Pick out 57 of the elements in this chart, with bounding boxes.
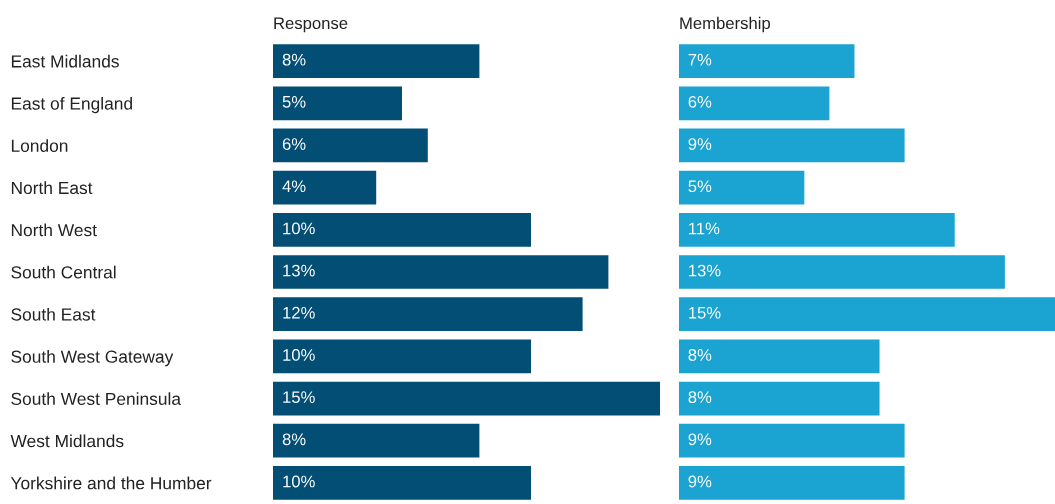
y-tick-label: South East bbox=[11, 307, 96, 321]
data-label: 9% bbox=[688, 475, 712, 488]
chart-title: Response bbox=[274, 17, 348, 33]
data-label: 8% bbox=[282, 53, 306, 66]
y-tick-label: Yorkshire and the Humber bbox=[10, 476, 212, 490]
bar bbox=[273, 128, 428, 163]
chart-title: Membership bbox=[680, 16, 770, 33]
data-label: 10% bbox=[283, 475, 315, 488]
data-label: 8% bbox=[282, 433, 306, 446]
bar bbox=[679, 466, 905, 500]
y-tick-label: West Midlands bbox=[10, 434, 124, 448]
data-label: 5% bbox=[282, 96, 306, 108]
bar bbox=[273, 423, 480, 458]
data-label: 13% bbox=[689, 264, 721, 277]
y-tick-label: South Central bbox=[11, 265, 116, 279]
data-label: 13% bbox=[283, 264, 315, 277]
data-label: 10% bbox=[283, 349, 315, 361]
bar bbox=[679, 212, 955, 247]
bar bbox=[273, 255, 609, 289]
y-tick-label: East of England bbox=[11, 96, 132, 114]
bar bbox=[273, 466, 531, 500]
data-label: 9% bbox=[688, 433, 712, 446]
data-label: 5% bbox=[688, 180, 712, 193]
y-tick-label: London bbox=[11, 139, 68, 152]
bar bbox=[273, 297, 583, 332]
bar bbox=[679, 423, 905, 458]
data-label: 4% bbox=[282, 180, 306, 193]
data-label: 15% bbox=[689, 306, 721, 319]
bar bbox=[273, 212, 531, 247]
data-label: 9% bbox=[688, 138, 712, 150]
data-label: 8% bbox=[688, 391, 712, 404]
y-tick-label: South West Gateway bbox=[11, 350, 174, 367]
bar bbox=[679, 297, 1055, 332]
bar bbox=[679, 128, 905, 163]
data-label: 6% bbox=[688, 95, 712, 108]
bar bbox=[273, 170, 377, 205]
bar bbox=[679, 170, 805, 205]
y-tick-label: South West Peninsula bbox=[11, 392, 182, 406]
bar bbox=[273, 381, 660, 416]
data-label: 6% bbox=[282, 138, 306, 150]
bar bbox=[679, 255, 1005, 289]
bar bbox=[679, 381, 880, 416]
data-label: 15% bbox=[283, 391, 315, 404]
data-label: 12% bbox=[283, 306, 315, 319]
y-tick-label: East Midlands bbox=[11, 54, 119, 68]
bar bbox=[679, 86, 830, 121]
bar bbox=[679, 339, 880, 374]
data-label: 8% bbox=[688, 349, 712, 361]
data-label: 11% bbox=[689, 222, 720, 235]
bar bbox=[679, 44, 855, 78]
data-label: 7% bbox=[688, 53, 712, 66]
bar bbox=[273, 339, 531, 374]
bar bbox=[273, 44, 480, 78]
y-tick-label: North East bbox=[11, 181, 93, 195]
bar bbox=[273, 86, 402, 121]
data-label: 10% bbox=[283, 222, 315, 235]
y-tick-label: North West bbox=[11, 223, 97, 237]
